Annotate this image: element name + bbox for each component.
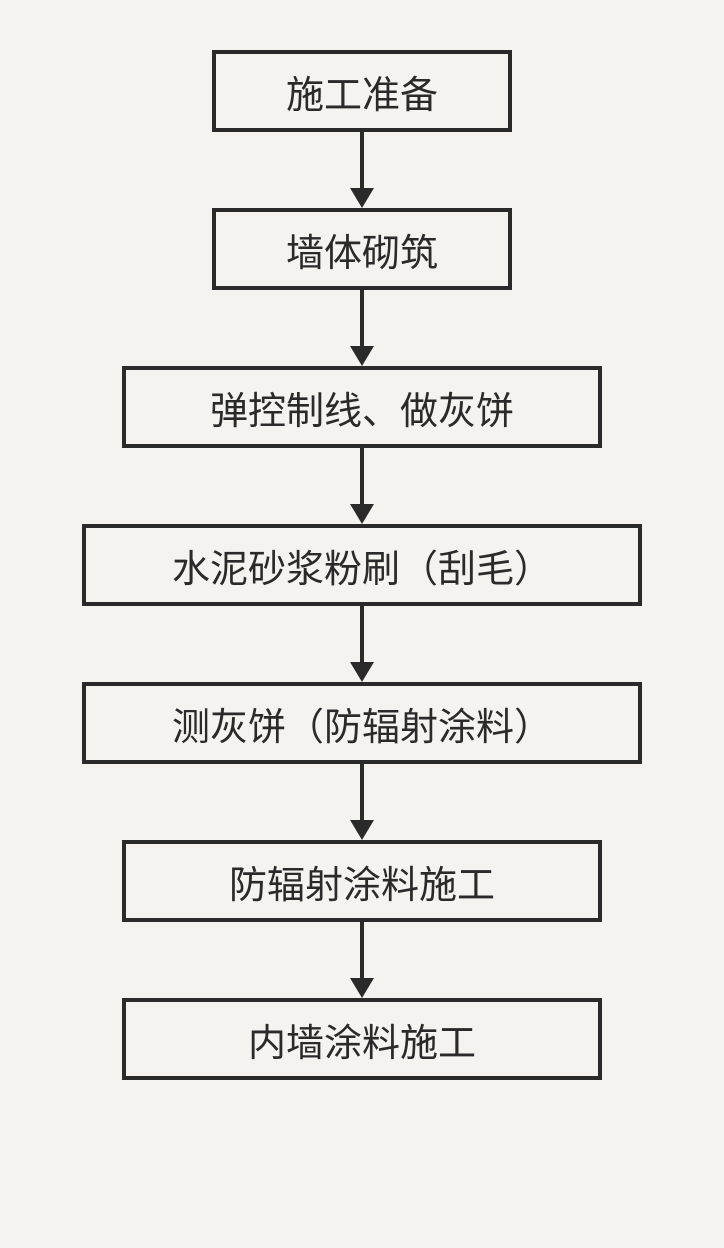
node-label: 墙体砌筑	[286, 222, 438, 277]
arrow-5	[350, 764, 374, 840]
flow-node-5: 测灰饼（防辐射涂料）	[82, 682, 642, 764]
flow-node-3: 弹控制线、做灰饼	[122, 366, 602, 448]
node-label: 施工准备	[286, 64, 438, 119]
flowchart-container: 施工准备 墙体砌筑 弹控制线、做灰饼 水泥砂浆粉刷（刮毛） 测灰饼（防辐射涂料）…	[82, 50, 642, 1080]
arrow-2	[350, 290, 374, 366]
flow-node-2: 墙体砌筑	[212, 208, 512, 290]
node-label: 弹控制线、做灰饼	[210, 380, 514, 435]
flow-node-4: 水泥砂浆粉刷（刮毛）	[82, 524, 642, 606]
arrow-6	[350, 922, 374, 998]
flow-node-1: 施工准备	[212, 50, 512, 132]
node-label: 测灰饼（防辐射涂料）	[172, 696, 552, 751]
node-label: 水泥砂浆粉刷（刮毛）	[172, 538, 552, 593]
arrow-4	[350, 606, 374, 682]
flow-node-6: 防辐射涂料施工	[122, 840, 602, 922]
node-label: 防辐射涂料施工	[229, 854, 495, 909]
arrow-3	[350, 448, 374, 524]
arrow-1	[350, 132, 374, 208]
flow-node-7: 内墙涂料施工	[122, 998, 602, 1080]
node-label: 内墙涂料施工	[248, 1012, 476, 1067]
